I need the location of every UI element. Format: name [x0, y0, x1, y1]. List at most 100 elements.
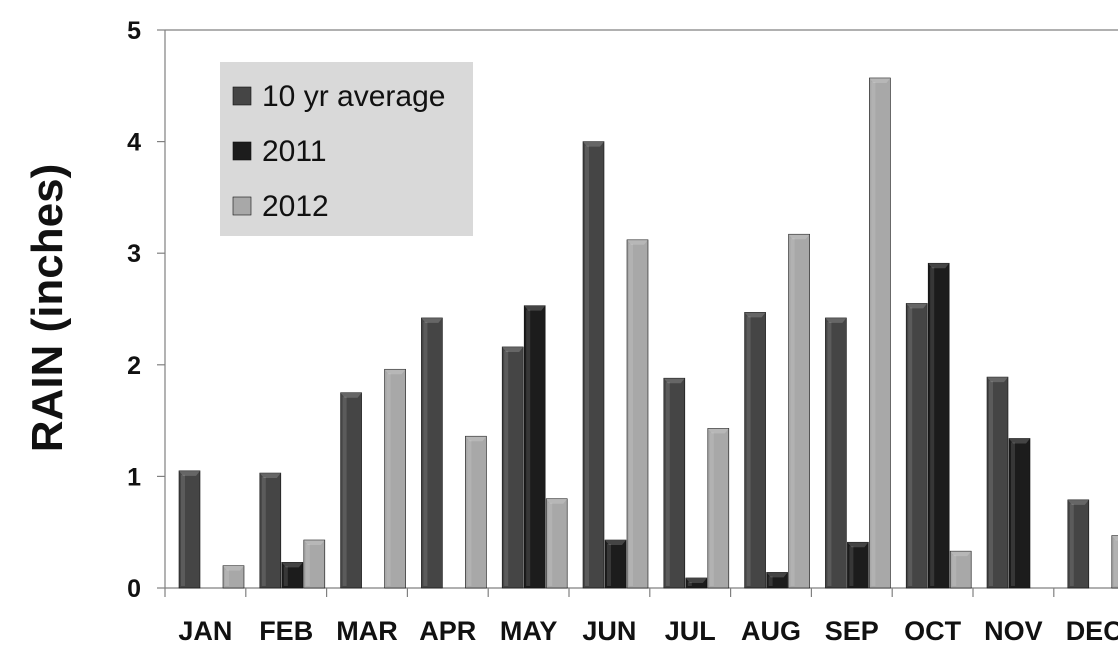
legend-swatch — [232, 141, 252, 161]
x-tick-label: FEB — [259, 616, 313, 646]
x-tick-label: DEC — [1066, 616, 1118, 646]
bar-highlight — [585, 145, 589, 586]
legend-label: 2011 — [262, 135, 327, 168]
bar-top-bevel — [685, 577, 707, 583]
bar — [707, 428, 730, 589]
bar — [384, 368, 406, 589]
bar-top-bevel — [1067, 499, 1089, 505]
bar — [281, 562, 304, 589]
bar-top-bevel — [766, 572, 788, 578]
bar-top-bevel — [421, 317, 443, 323]
x-tick-label: JUN — [582, 616, 636, 646]
bar-highlight — [504, 350, 509, 586]
x-tick-label: SEP — [825, 616, 879, 646]
bar-top-bevel — [928, 263, 950, 269]
bar-highlight — [423, 321, 428, 586]
bar-highlight — [261, 477, 266, 586]
bar-highlight — [467, 440, 472, 586]
bar-highlight — [1011, 442, 1015, 586]
bar-highlight — [827, 321, 832, 586]
bar-top-bevel — [1111, 535, 1118, 541]
y-tick-label: 3 — [127, 240, 141, 268]
y-tick-label: 5 — [127, 17, 141, 45]
bar — [604, 539, 627, 589]
x-tick-label: APR — [419, 616, 476, 646]
bar-highlight — [952, 555, 957, 586]
bar-highlight — [790, 238, 795, 586]
x-tick-label: OCT — [904, 616, 962, 646]
bar — [927, 262, 950, 589]
bar — [545, 498, 568, 589]
bar — [523, 305, 546, 589]
bar-highlight — [526, 309, 531, 586]
bar-top-bevel — [384, 369, 406, 375]
bar-highlight — [930, 267, 935, 586]
legend-label: 10 yr average — [262, 80, 445, 113]
bar-top-bevel — [950, 551, 972, 557]
y-tick-label: 1 — [127, 463, 141, 491]
bar-highlight — [1069, 503, 1074, 586]
x-tick-label: JAN — [178, 616, 232, 646]
bar — [766, 572, 788, 589]
bar-highlight — [871, 81, 876, 586]
bar — [825, 317, 847, 589]
bar-highlight — [548, 502, 553, 586]
bar — [582, 141, 605, 589]
legend: 10 yr average 2011 2012 — [220, 62, 473, 236]
y-tick-label: 0 — [127, 575, 141, 603]
bar — [222, 565, 245, 589]
bar — [869, 77, 891, 589]
bar-highlight — [989, 381, 993, 586]
bar-highlight — [629, 243, 633, 587]
bar-highlight — [283, 566, 288, 586]
bar-top-bevel — [663, 378, 685, 384]
bar — [259, 472, 282, 589]
bar-highlight — [342, 396, 347, 586]
bar-top-bevel — [605, 540, 626, 546]
bar-top-bevel — [788, 234, 810, 240]
bar — [905, 303, 928, 589]
legend-label: 2012 — [262, 190, 329, 223]
bar-highlight — [768, 576, 773, 586]
legend-box — [220, 62, 473, 236]
bar-top-bevel — [825, 317, 847, 323]
bar-highlight — [305, 544, 310, 586]
bar-top-bevel — [847, 542, 869, 548]
bar-top-bevel — [465, 436, 487, 442]
bar-highlight — [607, 544, 611, 586]
bar — [1111, 535, 1118, 589]
bar-top-bevel — [546, 498, 568, 504]
bar — [744, 312, 766, 589]
bar-highlight — [908, 307, 913, 586]
bar — [788, 233, 810, 589]
bar — [421, 317, 443, 589]
bar-top-bevel — [707, 428, 729, 434]
bar-highlight — [1113, 539, 1118, 586]
bar-top-bevel — [524, 305, 546, 311]
bar-top-bevel — [869, 77, 891, 83]
bar-top-bevel — [340, 392, 362, 398]
bar-top-bevel — [179, 470, 200, 476]
bar-top-bevel — [627, 239, 648, 245]
bar — [626, 239, 649, 589]
bar — [501, 346, 524, 589]
x-tick-label: MAY — [500, 616, 558, 646]
x-tick-label: MAR — [336, 616, 398, 646]
bar — [1067, 499, 1090, 589]
bar — [685, 577, 708, 589]
bar-top-bevel — [987, 377, 1008, 383]
bar-highlight — [181, 474, 185, 586]
bar — [1008, 438, 1031, 589]
legend-swatch — [232, 196, 252, 216]
tick-labels: 0 1 2 3 4 5 JAN FEB MAR APR MAY JUN JUL AUG SEP OCT NOV D… — [127, 17, 1118, 646]
bar-highlight — [849, 546, 854, 586]
bar — [340, 392, 362, 589]
bar-highlight — [665, 382, 670, 586]
y-axis-label: RAIN (inches) — [23, 164, 72, 452]
bar-highlight — [709, 432, 714, 586]
bar — [465, 435, 487, 589]
bars — [178, 77, 1118, 589]
legend-swatch — [232, 86, 252, 106]
bar-top-bevel — [906, 303, 928, 309]
